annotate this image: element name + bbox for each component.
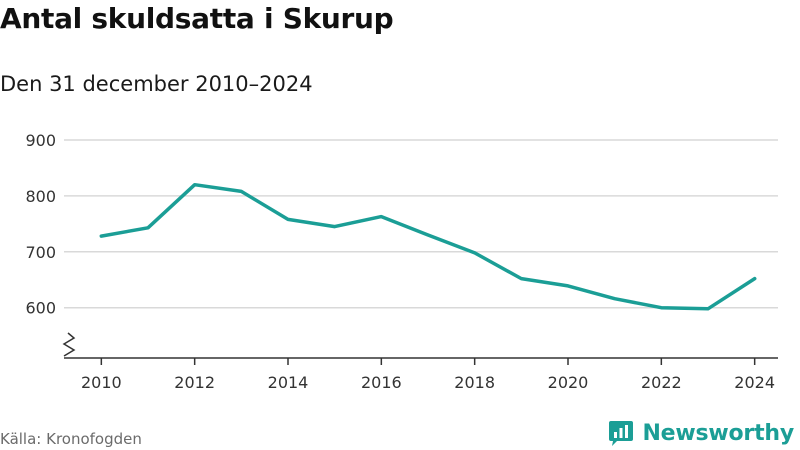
chart-subtitle: Den 31 december 2010–2024 (0, 72, 313, 96)
y-tick-label: 600 (25, 299, 56, 318)
x-tick-label: 2024 (734, 373, 775, 392)
grid-lines (64, 139, 778, 309)
series-lines (99, 182, 757, 311)
y-axis-labels: 600 700 800 900 (25, 131, 56, 318)
axis-break-zigzag (62, 332, 76, 357)
chart-title: Antal skuldsatta i Skurup (0, 2, 394, 35)
y-tick-label: 800 (25, 187, 56, 206)
x-tick-label: 2012 (174, 373, 215, 392)
x-axis: 2010 2012 2014 2016 2018 2020 2022 2024 (64, 357, 778, 392)
y-tick-label: 700 (25, 243, 56, 262)
brand-logo[interactable]: Newsworthy (608, 419, 794, 447)
y-axis-break-icon (62, 332, 76, 357)
x-tick-label: 2022 (641, 373, 682, 392)
y-tick-label: 900 (25, 131, 56, 150)
x-tick-label: 2018 (454, 373, 495, 392)
x-tick-label: 2010 (81, 373, 122, 392)
series-line-0 (99, 182, 757, 311)
source-note: Källa: Kronofogden (0, 430, 142, 448)
x-tick-label: 2014 (268, 373, 309, 392)
bar-chart-bubble-icon (609, 421, 634, 446)
brand-name: Newsworthy (642, 420, 794, 446)
x-tick-label: 2020 (548, 373, 589, 392)
x-tick-label: 2016 (361, 373, 402, 392)
